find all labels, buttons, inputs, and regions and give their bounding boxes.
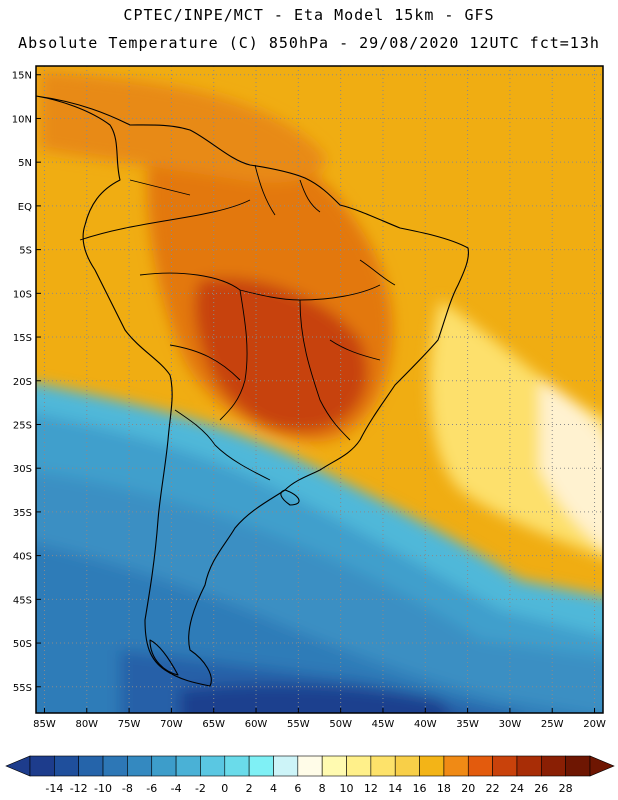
lat-tick-label: 25S xyxy=(13,420,32,431)
lat-tick-label: 35S xyxy=(13,508,32,519)
lat-tick-label: 15N xyxy=(12,71,32,82)
colorbar-label: 18 xyxy=(437,782,451,795)
lon-tick-label: 75W xyxy=(118,719,141,730)
colorbar-swatch xyxy=(151,755,177,777)
colorbar-swatch xyxy=(127,755,153,777)
graticule xyxy=(36,66,603,713)
colorbar-swatch xyxy=(224,755,250,777)
lat-tick-label: 10S xyxy=(13,289,32,300)
colorbar-swatch xyxy=(565,755,591,777)
colorbar-label: 2 xyxy=(246,782,253,795)
longitude-axis: 85W 80W 75W 70W 65W 60W 55W 50W 45W 40W 35W 30W 25W 2… xyxy=(33,708,606,730)
map-subtitle: Absolute Temperature (C) 850hPa - 29/08/… xyxy=(18,34,600,52)
lat-tick-label: 45S xyxy=(13,595,32,606)
lon-tick-label: 55W xyxy=(287,719,310,730)
lat-tick-label: 5S xyxy=(19,246,32,257)
lon-tick-label: 80W xyxy=(75,719,98,730)
colorbar-label: 0 xyxy=(221,782,228,795)
colorbar-min-arrow xyxy=(5,755,31,777)
colorbar-swatch xyxy=(346,755,372,777)
colorbar-label: 26 xyxy=(534,782,548,795)
colorbar-max-arrow xyxy=(589,755,615,777)
lon-tick-label: 25W xyxy=(541,719,564,730)
colorbar-label: 20 xyxy=(461,782,475,795)
colorbar-label: 12 xyxy=(364,782,378,795)
lat-tick-label: 40S xyxy=(13,552,32,563)
lon-tick-label: 70W xyxy=(160,719,183,730)
colorbar-label: 28 xyxy=(559,782,573,795)
lon-tick-label: 40W xyxy=(414,719,437,730)
colorbar-swatch xyxy=(492,755,518,777)
lon-tick-label: 35W xyxy=(456,719,479,730)
colorbar-swatch xyxy=(200,755,226,777)
lat-tick-label: 50S xyxy=(13,639,32,650)
lon-tick-label: 85W xyxy=(33,719,56,730)
colorbar-swatch xyxy=(54,755,79,777)
coastline xyxy=(35,95,469,687)
colorbar-label: 10 xyxy=(340,782,354,795)
lat-tick-label: EQ xyxy=(18,202,32,213)
colorbar-swatch xyxy=(419,755,445,777)
colorbar-swatch xyxy=(29,755,55,777)
colorbar-swatch xyxy=(467,755,493,777)
colorbar-swatch xyxy=(443,755,469,777)
colorbar-label: -12 xyxy=(70,782,88,795)
lat-tick-label: 55S xyxy=(13,683,32,694)
colorbar-label: 8 xyxy=(319,782,326,795)
colorbar-label: -4 xyxy=(171,782,182,795)
lat-tick-label: 15S xyxy=(13,333,32,344)
lat-tick-label: 30S xyxy=(13,464,32,475)
colorbar-label: 16 xyxy=(413,782,427,795)
lat-tick-label: 5N xyxy=(18,158,32,169)
colorbar-label: -14 xyxy=(45,782,63,795)
colorbar-label: -8 xyxy=(122,782,133,795)
colorbar-swatch xyxy=(394,755,420,777)
colorbar-swatch xyxy=(321,755,347,777)
lat-tick-label: 10N xyxy=(12,114,32,125)
country-borders xyxy=(79,164,396,481)
lon-tick-label: 50W xyxy=(329,719,352,730)
colorbar-swatch xyxy=(78,755,104,777)
colorbar-label: 4 xyxy=(270,782,277,795)
colorbar-label: 14 xyxy=(388,782,402,795)
lon-tick-label: 20W xyxy=(583,719,606,730)
latitude-axis: 15N 10N 5N EQ 5S 10S 15S 20S 25S 30S 35S 40S 45S 50S 5… xyxy=(12,71,41,694)
colorbar-swatch xyxy=(541,755,566,777)
map-title: CPTEC/INPE/MCT - Eta Model 15km - GFS xyxy=(123,6,495,24)
colorbar-swatch xyxy=(248,755,274,777)
colorbar-swatch xyxy=(175,755,201,777)
lon-tick-label: 45W xyxy=(372,719,395,730)
colorbar-label: 6 xyxy=(294,782,301,795)
colorbar-label: -10 xyxy=(94,782,112,795)
colorbar-swatch xyxy=(516,755,542,777)
colorbar-swatch xyxy=(370,755,396,777)
colorbar-swatch xyxy=(102,755,128,777)
colorbar-swatch xyxy=(273,755,299,777)
lon-tick-label: 60W xyxy=(245,719,268,730)
map-frame xyxy=(35,65,604,714)
colorbar-label: -2 xyxy=(195,782,206,795)
temperature-map: 15N 10N 5N EQ 5S 10S 15S 20S 25S 30S 35S 40S 45S 50S 5… xyxy=(12,65,606,730)
colorbar-label: 22 xyxy=(486,782,500,795)
lon-tick-label: 30W xyxy=(499,719,522,730)
colorbar-label: 24 xyxy=(510,782,524,795)
colorbar-swatch xyxy=(297,755,323,777)
temperature-field xyxy=(36,66,603,713)
colorbar-label: -6 xyxy=(146,782,157,795)
colorbar: -14 -12 -10 -8 -6 -4 -2 0 2 4 6 8 10 12 14 16 18 20 22 24 26… xyxy=(5,755,615,795)
lon-tick-label: 65W xyxy=(202,719,225,730)
lat-tick-label: 20S xyxy=(13,377,32,388)
